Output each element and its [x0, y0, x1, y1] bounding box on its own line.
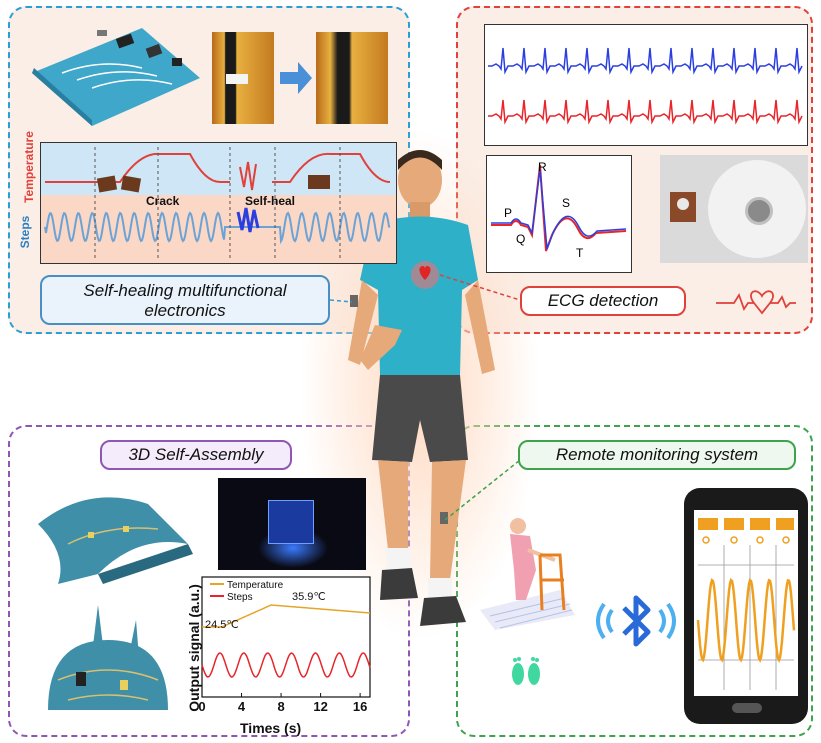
axis-label-steps: Steps: [18, 215, 32, 249]
self-healing-title-line2: electronics: [144, 301, 226, 320]
annotation-24-5: 24.5℃: [205, 619, 239, 631]
remote-monitoring-title: Remote monitoring system: [518, 440, 796, 470]
xtick-label-12: 12: [313, 699, 327, 714]
sensing-traces: [44, 147, 391, 260]
xtick-label-16: 16: [353, 699, 367, 714]
electrode-center: [745, 197, 773, 225]
saddle-structure-image: [38, 497, 193, 584]
self-healing-title-line1: Self-healing multifunctional: [83, 281, 287, 300]
ecg-waveform-box: [486, 155, 632, 273]
healed-micrograph: [316, 32, 388, 124]
annotation-self-heal: Self-heal: [245, 194, 296, 208]
crack-gap: [226, 74, 248, 84]
electrode-tab-hole: [677, 198, 689, 210]
ecg-traces: [488, 47, 803, 125]
ecg-title: ECG detection: [520, 286, 686, 316]
phone-waveform: [696, 518, 796, 690]
dome-structure-image: [48, 605, 168, 710]
arrow-right-icon: [280, 62, 312, 94]
self-healing-title: Self-healing multifunctional electronics: [40, 275, 330, 325]
series-temperature-line: [202, 604, 371, 628]
sensing-plot: [40, 142, 397, 264]
legend-label-temperature: Temperature: [227, 580, 284, 591]
ecg-label-q: Q: [516, 232, 526, 246]
annotation-35-9: 35.9℃: [292, 591, 326, 603]
xtick-label-8: 8: [277, 699, 284, 714]
ecg-label-p: P: [504, 206, 513, 220]
series-steps-line: [201, 652, 371, 678]
bluetooth-icon: [596, 595, 676, 647]
chart-frame: [201, 576, 371, 698]
ecg-single-beat: [491, 164, 627, 252]
person-with-walker-icon: [480, 518, 575, 630]
ecg-trace-box: [484, 24, 808, 146]
ecg-label-s: S: [562, 196, 571, 210]
smartphone-home-button: [732, 703, 762, 713]
legend-label-steps: Steps: [227, 592, 253, 603]
self-assembly-title: 3D Self-Assembly: [100, 440, 292, 470]
axis-label-temperature: Temperature: [22, 131, 36, 203]
footprints-icon: [512, 657, 540, 685]
ecg-label-r: R: [538, 160, 547, 174]
xtick-label-0: 0: [198, 699, 205, 714]
xtick-label-4: 4: [238, 699, 246, 714]
flexible-circuit-image: [32, 28, 200, 126]
chart-xlabel: Times (s): [240, 720, 302, 736]
led-cube: [268, 500, 314, 544]
annotation-crack: Crack: [146, 194, 180, 208]
ecg-label-t: T: [576, 246, 584, 260]
heart-ecg-icon: [716, 290, 796, 315]
